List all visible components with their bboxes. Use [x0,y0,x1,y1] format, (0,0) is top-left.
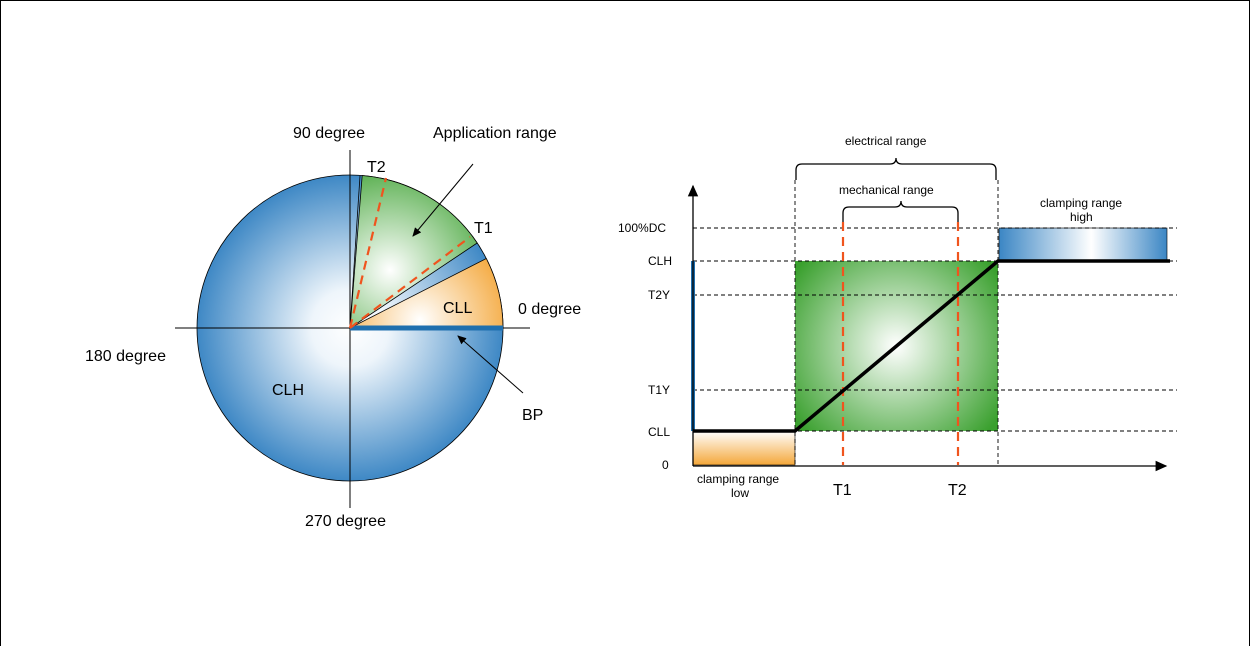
output-characteristic-line [693,259,1170,433]
label-t2-circle: T2 [367,159,386,176]
mechanical-range-brace [842,200,959,222]
label-cll-circle: CLL [443,300,472,317]
x-tick-t1: T1 [833,482,852,499]
application-range-wedge [349,175,478,329]
clamping-low-box [692,430,796,466]
label-clamping-high-1: clamping range [1040,196,1122,210]
wedge-edge-line [349,175,361,329]
y-tick-100dc: 100%DC [618,221,666,235]
t1-dashed-line [349,236,471,329]
label-mechanical-range: mechanical range [839,183,934,197]
x-tick-t2: T2 [948,482,967,499]
application-range-arrow [412,163,474,237]
y-tick-cll: CLL [648,425,670,439]
label-electrical-range: electrical range [845,134,927,148]
bp-arrow [457,335,524,394]
vertical-boundary-lines [794,180,999,465]
label-clamping-low-1: clamping range [697,472,779,486]
y-tick-zero: 0 [662,458,669,472]
label-90-degree: 90 degree [293,125,365,142]
label-270-degree: 270 degree [305,513,386,530]
label-clh-circle: CLH [272,382,304,399]
y-tick-t2y: T2Y [648,288,670,302]
label-application-range: Application range [433,125,557,142]
range-chart: electrical range mechanical range clampi… [618,134,1177,500]
label-clamping-low-2: low [731,486,749,500]
label-0-degree: 0 degree [518,301,581,318]
label-t1-circle: T1 [474,220,493,237]
label-clamping-high-2: high [1070,210,1093,224]
y-tick-clh: CLH [648,254,672,268]
electrical-range-brace [795,157,997,180]
circle-diagram: 90 degree Application range T2 T1 CLL 0 … [85,125,581,530]
label-180-degree: 180 degree [85,348,166,365]
t2-dashed-line [348,177,388,329]
clamping-high-box [998,227,1168,262]
y-tick-t1y: T1Y [648,383,670,397]
label-bp: BP [522,407,543,424]
